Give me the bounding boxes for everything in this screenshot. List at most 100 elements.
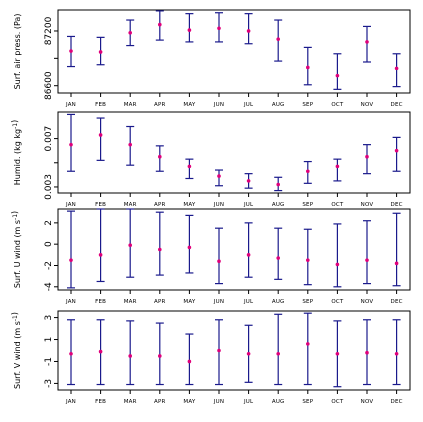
- y-tick-label: 86600: [44, 71, 54, 100]
- mean-point: [69, 49, 73, 53]
- y-axis-title: Surf. V wind (m s-1): [10, 312, 22, 389]
- mean-point: [128, 243, 132, 248]
- mean-point: [335, 351, 340, 356]
- mean-point: [217, 174, 221, 178]
- x-tick-label: JAN: [65, 399, 76, 405]
- mean-point: [128, 142, 132, 147]
- y-tick-label: -4: [44, 282, 54, 291]
- plot-frame: [57, 9, 411, 94]
- mean-point: [365, 350, 369, 355]
- x-tick-label: JUL: [243, 399, 254, 405]
- x-tick-label: MAY: [183, 102, 195, 108]
- y-axis-title-part: Surf. air press. (Pa): [13, 14, 22, 90]
- mean-point: [98, 349, 103, 354]
- y-axis-title: Surf. U wind (m s-1): [10, 211, 22, 288]
- x-tick-label: SEP: [302, 102, 313, 108]
- mean-point: [306, 65, 310, 70]
- mean-point: [335, 262, 340, 267]
- mean-point: [158, 247, 162, 252]
- mean-point: [306, 169, 310, 174]
- x-tick-label: DEC: [391, 399, 403, 405]
- mean-point: [98, 133, 103, 137]
- y-axis-title-part: Surf. U wind (m s: [13, 220, 22, 288]
- x-tick-label: OCT: [331, 202, 344, 208]
- x-tick-label: MAR: [124, 102, 137, 108]
- mean-point: [246, 29, 251, 33]
- mean-point: [246, 351, 251, 356]
- mean-point: [365, 258, 369, 262]
- mean-point: [335, 164, 340, 169]
- x-tick-label: JUL: [243, 202, 254, 208]
- mean-point: [394, 261, 399, 266]
- x-tick-label: MAY: [183, 299, 195, 305]
- y-axis-title-part: Humid. (kg kg: [13, 129, 22, 185]
- mean-point: [335, 73, 340, 78]
- x-tick-label: OCT: [331, 102, 344, 108]
- y-tick-label: 0: [44, 241, 54, 247]
- mean-point: [217, 348, 221, 353]
- x-tick-label: DEC: [391, 299, 403, 305]
- mean-point: [158, 22, 162, 27]
- x-tick-label: AUG: [272, 299, 285, 305]
- y-axis-title-part: ): [10, 211, 19, 214]
- mean-point: [217, 259, 221, 264]
- mean-point: [276, 182, 281, 187]
- y-tick-label: 1: [44, 337, 54, 343]
- mean-point: [276, 351, 281, 356]
- y-axis-title-part: ): [10, 312, 19, 315]
- x-tick-label: JUL: [243, 299, 254, 305]
- x-tick-label: JUN: [213, 399, 224, 405]
- y-axis-title-superscript: -1: [12, 123, 19, 129]
- panel-2: 0.003 0.007 Humid. (kg kg-1) JAN FEB MAR APR MA…: [10, 111, 411, 208]
- mean-point: [158, 354, 162, 358]
- panel-3: -4 -2 0 2 Surf. U wind (m s-1) JAN FEB MAR APR MA…: [10, 208, 411, 305]
- mean-point: [394, 66, 399, 71]
- x-tick-label: FEB: [95, 202, 106, 208]
- mean-point: [187, 164, 192, 169]
- x-tick-label: NOV: [361, 102, 374, 108]
- x-tick-label: MAR: [124, 399, 137, 405]
- y-tick-label: 2: [44, 220, 54, 226]
- y-axis-title-part: Surf. V wind (m s: [13, 321, 22, 389]
- y-tick-label: 0.007: [44, 126, 54, 152]
- y-axis-title-superscript: -1: [12, 315, 19, 321]
- panel-1: 86600 87200 Surf. air press. (Pa) JAN FEB MAR…: [13, 9, 411, 108]
- mean-point: [187, 359, 192, 364]
- x-tick-label: JUN: [213, 202, 224, 208]
- x-tick-label: APR: [154, 299, 166, 305]
- x-tick-label: OCT: [331, 299, 344, 305]
- x-tick-label: FEB: [95, 102, 106, 108]
- mean-point: [98, 253, 103, 257]
- y-axis-title-part: ): [10, 120, 19, 123]
- x-tick-label: APR: [154, 399, 166, 405]
- y-tick-label: 87200: [44, 16, 54, 45]
- x-tick-label: APR: [154, 202, 166, 208]
- x-tick-label: MAR: [124, 202, 137, 208]
- mean-point: [69, 351, 73, 356]
- mean-point: [69, 142, 73, 147]
- x-tick-label: FEB: [95, 399, 106, 405]
- y-tick-label: 3: [44, 315, 54, 321]
- mean-point: [276, 256, 281, 260]
- plot-frame: [57, 310, 411, 391]
- mean-point: [365, 154, 369, 159]
- x-tick-label: JAN: [65, 202, 76, 208]
- x-tick-label: NOV: [361, 299, 374, 305]
- x-tick-label: JUL: [243, 102, 254, 108]
- x-tick-label: AUG: [272, 102, 285, 108]
- x-tick-label: DEC: [391, 102, 403, 108]
- x-tick-label: AUG: [272, 399, 285, 405]
- x-tick-label: MAY: [183, 399, 195, 405]
- y-tick-label: -3: [44, 379, 54, 388]
- y-tick-label: 0.003: [44, 174, 54, 200]
- y-axis-title: Humid. (kg kg-1): [10, 120, 22, 185]
- mean-point: [246, 253, 251, 257]
- plot-frame: [57, 111, 411, 194]
- mean-point: [187, 245, 192, 250]
- y-tick-label: -1: [44, 357, 54, 366]
- mean-point: [246, 179, 251, 183]
- mean-point: [394, 148, 399, 153]
- x-tick-label: SEP: [302, 202, 313, 208]
